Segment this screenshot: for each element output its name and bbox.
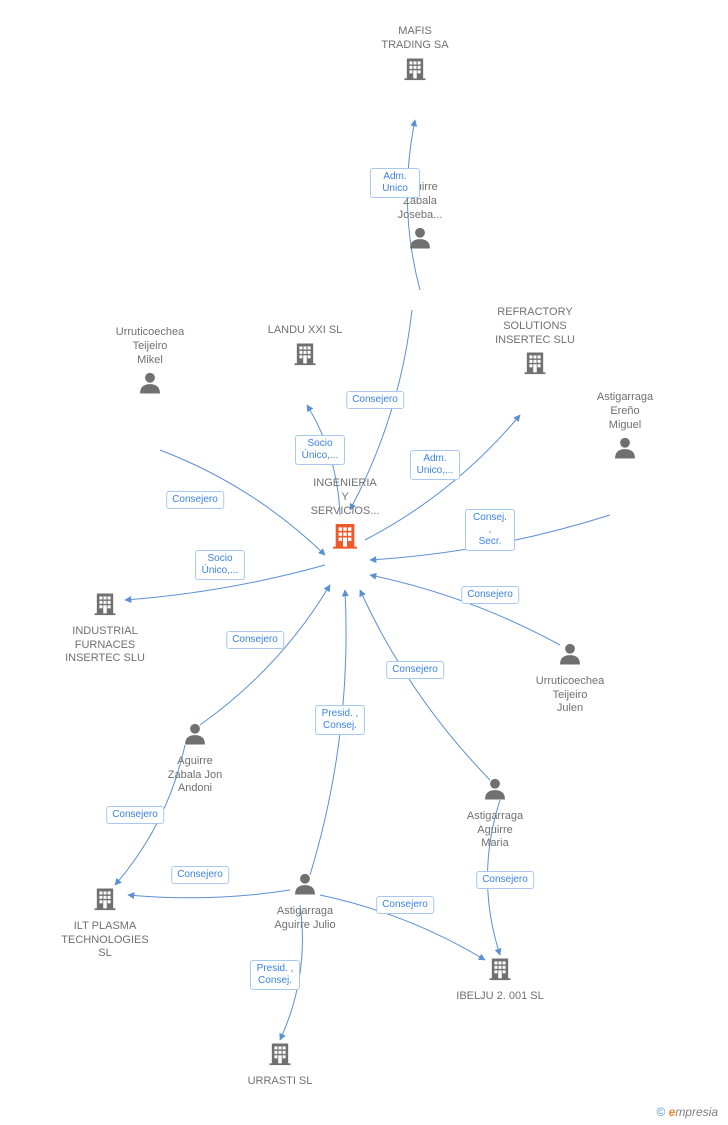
node-label: URRASTI SL (220, 1075, 340, 1089)
building-icon (91, 885, 119, 913)
person-icon (291, 870, 319, 898)
node-label: REFRACTORYSOLUTIONSINSERTEC SLU (475, 306, 595, 347)
edge-path (360, 590, 490, 780)
node-astig_julio[interactable]: AstigarragaAguirre Julio (245, 870, 365, 932)
node-astig_maria[interactable]: AstigarragaAguirreMaria (435, 775, 555, 851)
edge-label: SocioÚnico,... (195, 550, 245, 580)
edge-label: SocioÚnico,... (295, 435, 345, 465)
person-icon (556, 640, 584, 668)
edge-label: Consejero (476, 871, 534, 889)
edge-label: Consejero (226, 631, 284, 649)
node-mafis[interactable]: MAFISTRADING SA (355, 25, 475, 87)
copyright-symbol: © (656, 1105, 665, 1119)
edge-label: Consejero (461, 586, 519, 604)
node-ibelju[interactable]: IBELJU 2. 001 SL (440, 955, 560, 1004)
building-icon (486, 955, 514, 983)
edge-label: Presid. ,Consej. (250, 960, 300, 990)
building-icon (521, 349, 549, 377)
node-label: IBELJU 2. 001 SL (440, 990, 560, 1004)
node-label: AstigarragaAguirre Julio (245, 905, 365, 933)
edge-label: Consejero (386, 661, 444, 679)
edge-path (200, 585, 330, 725)
building-icon (91, 590, 119, 618)
person-icon (181, 720, 209, 748)
node-aguirre_jon[interactable]: AguirreZabala JonAndoni (135, 720, 255, 796)
building-icon (266, 1040, 294, 1068)
node-center[interactable]: INGENIERIAYSERVICIOS... (285, 477, 405, 557)
node-urrasti[interactable]: URRASTI SL (220, 1040, 340, 1089)
node-label: LANDU XXI SL (245, 324, 365, 338)
building-icon (401, 55, 429, 83)
edge-label: Consej. ,Secr. (465, 509, 515, 551)
node-ilt[interactable]: ILT PLASMATECHNOLOGIES SL (45, 885, 165, 961)
edge-label: Presid. ,Consej. (315, 705, 365, 735)
node-label: AstigarragaAguirreMaria (435, 810, 555, 851)
node-label: INDUSTRIALFURNACESINSERTEC SLU (45, 625, 165, 666)
person-icon (611, 434, 639, 462)
node-label: UrruticoecheaTeijeiroMikel (90, 326, 210, 367)
person-icon (136, 369, 164, 397)
edge-label: Consejero (376, 896, 434, 914)
edge-label: Consejero (166, 491, 224, 509)
node-refractory[interactable]: REFRACTORYSOLUTIONSINSERTEC SLU (475, 306, 595, 382)
node-astig_miguel[interactable]: AstigarragaEreñoMiguel (565, 391, 685, 467)
person-icon (406, 224, 434, 252)
edge-label: Consejero (171, 866, 229, 884)
edge-label: Adm.Unico (370, 168, 420, 198)
person-icon (481, 775, 509, 803)
building-icon (291, 340, 319, 368)
node-label: MAFISTRADING SA (355, 25, 475, 53)
node-label: UrruticoecheaTeijeiroJulen (510, 675, 630, 716)
node-landu[interactable]: LANDU XXI SL (245, 324, 365, 373)
node-label: AstigarragaEreñoMiguel (565, 391, 685, 432)
edge-label: Consejero (346, 391, 404, 409)
edge-label: Consejero (106, 806, 164, 824)
edge-label: Adm.Unico,... (410, 450, 460, 480)
node-ind_furnaces[interactable]: INDUSTRIALFURNACESINSERTEC SLU (45, 590, 165, 666)
building-icon (329, 520, 361, 552)
node-urr_mikel[interactable]: UrruticoecheaTeijeiroMikel (90, 326, 210, 402)
node-urr_julen[interactable]: UrruticoecheaTeijeiroJulen (510, 640, 630, 716)
node-label: ILT PLASMATECHNOLOGIES SL (45, 920, 165, 961)
node-label: AguirreZabala JonAndoni (135, 755, 255, 796)
node-label: INGENIERIAYSERVICIOS... (285, 477, 405, 518)
brand-rest: mpresia (675, 1105, 718, 1119)
footer-copyright: © empresia (656, 1105, 718, 1119)
diagram-canvas: INGENIERIAYSERVICIOS... MAFISTRADING SA … (0, 0, 728, 1125)
